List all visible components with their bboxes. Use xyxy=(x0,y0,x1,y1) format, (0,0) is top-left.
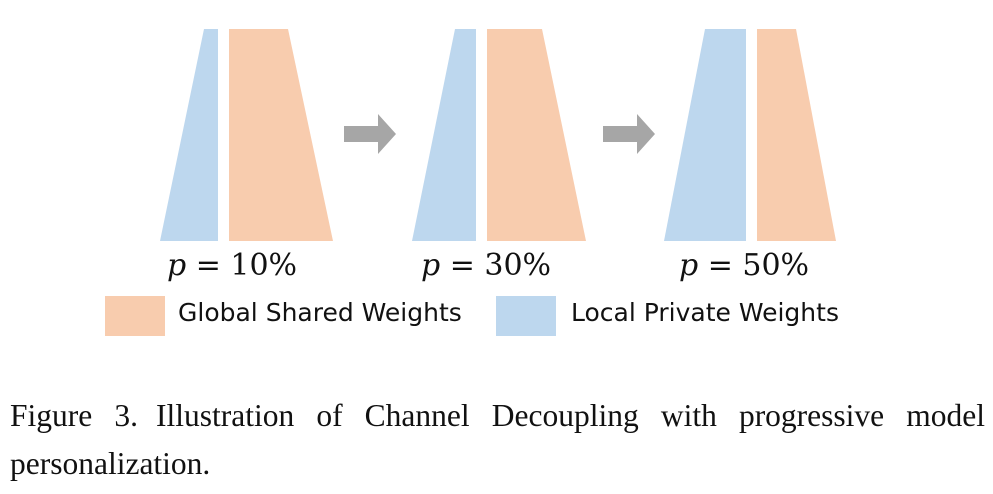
legend-local-label: Local Private Weights xyxy=(571,298,839,327)
model-stage-3 xyxy=(664,29,836,241)
global-shared-weights-block xyxy=(487,29,586,241)
local-private-weights-block xyxy=(160,29,218,241)
model-stage-2 xyxy=(412,29,586,241)
stage-1-p-label: p = 10% xyxy=(166,248,298,283)
arrow-right-icon xyxy=(344,114,396,154)
caption-number: Figure 3. xyxy=(10,398,138,433)
stage-3-p-label: p = 50% xyxy=(678,248,810,283)
legend-local-swatch xyxy=(496,296,556,336)
stage-2-p-label: p = 30% xyxy=(420,248,552,283)
legend-global-label: Global Shared Weights xyxy=(178,298,462,327)
global-shared-weights-block xyxy=(229,29,333,241)
arrow-right-icon xyxy=(603,114,655,154)
caption-text: Illustration of Channel Decoupling with … xyxy=(10,398,985,481)
global-shared-weights-block xyxy=(757,29,836,241)
model-stage-1 xyxy=(160,29,333,241)
local-private-weights-block xyxy=(412,29,476,241)
local-private-weights-block xyxy=(664,29,746,241)
legend-global-swatch xyxy=(105,296,165,336)
figure-caption: Figure 3. Illustration of Channel Decoupl… xyxy=(10,392,985,488)
